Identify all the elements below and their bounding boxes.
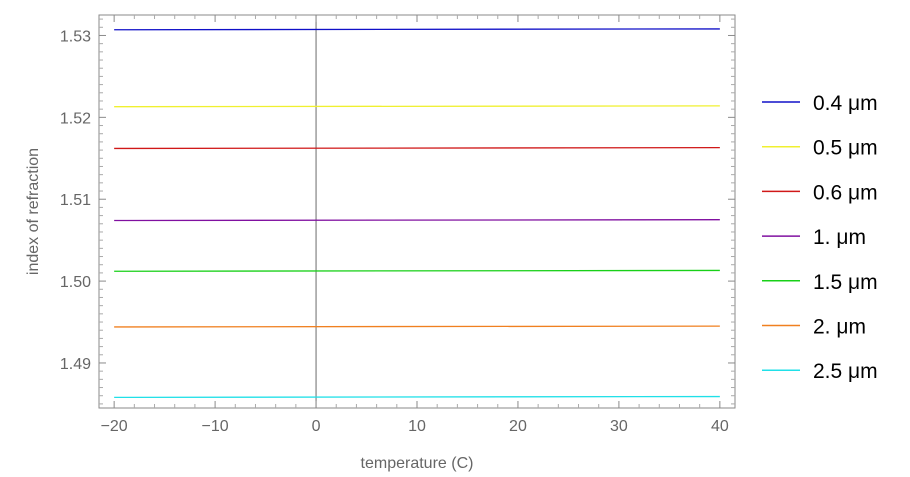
y-tick-label: 1.49: [60, 356, 91, 373]
y-tick-label: 1.52: [60, 110, 91, 127]
legend-label-5: 2. μm: [813, 316, 866, 339]
series-line-1: [114, 105, 720, 108]
axis-ticks: [99, 15, 735, 408]
y-tick-label: 1.53: [60, 28, 91, 45]
legend-label-0: 0.4 μm: [813, 92, 878, 115]
x-tick-label: −10: [202, 418, 229, 435]
x-tick-label: 40: [711, 418, 729, 435]
series-line-4: [114, 269, 720, 272]
plot-frame: [98, 14, 736, 409]
x-tick-label: −20: [101, 418, 128, 435]
x-tick-label: 0: [312, 418, 321, 435]
series-line-5: [114, 325, 720, 328]
y-tick-label: 1.50: [60, 274, 91, 291]
legend-label-1: 0.5 μm: [813, 137, 878, 160]
series-line-2: [114, 146, 720, 150]
legend-label-6: 2.5 μm: [813, 360, 878, 383]
x-tick-label: 30: [610, 418, 628, 435]
x-tick-label: 10: [408, 418, 426, 435]
legend-label-2: 0.6 μm: [813, 181, 878, 204]
y-axis-title: index of refraction: [25, 148, 42, 275]
y-tick-label: 1.51: [60, 192, 91, 209]
series-line-3: [114, 219, 720, 222]
series-line-6: [114, 395, 720, 399]
legend-label-3: 1. μm: [813, 226, 866, 249]
legend: 0.4 μm 0.5 μm 0.6 μm 1. μm 1.5 μm 2. μm 2.5 μm: [762, 92, 878, 383]
x-tick-label: 20: [509, 418, 527, 435]
series-lines: [114, 28, 720, 399]
series-line-0: [114, 28, 720, 31]
plot-frame-rect: [98, 14, 736, 409]
legend-label-4: 1.5 μm: [813, 271, 878, 294]
x-axis-title: temperature (C): [361, 455, 474, 472]
tick-labels: −20 −10 0 10 20 30 40 1.49 1.50 1.51 1.52 1.53: [60, 28, 729, 435]
